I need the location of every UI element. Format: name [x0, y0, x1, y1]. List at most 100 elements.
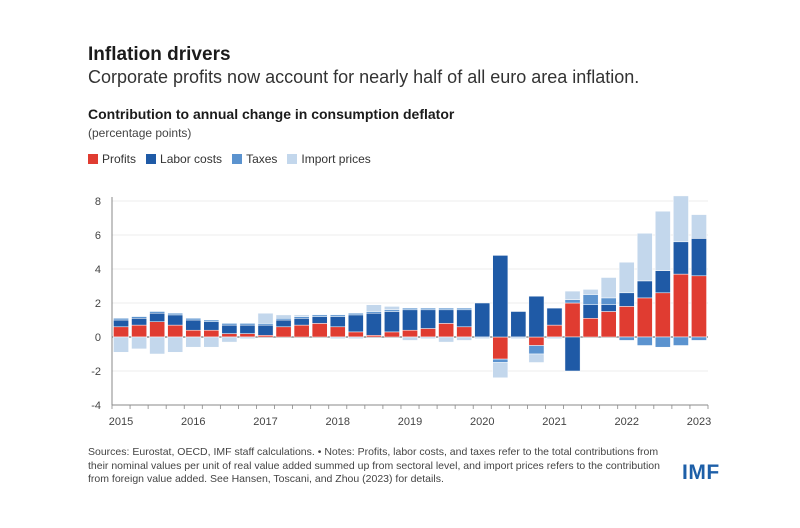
- bar-profits-2021Q2: [564, 302, 581, 338]
- bar-taxes-2015Q2: [131, 316, 147, 319]
- x-tick-label-2023: 2023: [687, 416, 711, 428]
- legend-swatch-profits: [88, 154, 98, 164]
- bar-taxes-2017Q3: [293, 316, 310, 319]
- bar-profits-2017Q3: [293, 324, 310, 338]
- bar-labor-2015Q2: [131, 318, 147, 326]
- bar-labor-2019Q3: [438, 309, 454, 324]
- bar-import-2017Q1: [257, 312, 274, 324]
- bar-labor-2022Q2: [636, 280, 653, 299]
- bar-labor-2016Q1: [185, 319, 202, 331]
- bar-taxes-2015Q1: [113, 318, 129, 321]
- bar-labor-2018Q3: [366, 312, 382, 336]
- bar-profits-2017Q4: [311, 323, 328, 338]
- bar-import-2019Q3: [438, 336, 454, 343]
- bar-labor-2021Q2: [564, 336, 581, 372]
- bar-import-2016Q4: [239, 336, 256, 339]
- bar-profits-2016Q4: [239, 333, 256, 338]
- bar-taxes-2018Q4: [384, 309, 400, 312]
- legend-item-import: Import prices: [287, 152, 371, 166]
- y-tick-label: -2: [91, 366, 101, 378]
- bar-profits-2016Q1: [185, 329, 202, 338]
- bar-profits-2022Q4: [673, 273, 689, 338]
- bar-labor-2019Q4: [456, 309, 473, 328]
- bar-profits-2015Q3: [149, 321, 165, 338]
- bar-profits-2016Q2: [203, 329, 220, 338]
- chart-subtitle: Corporate profits now account for nearly…: [88, 67, 640, 87]
- bar-labor-2016Q4: [239, 324, 256, 334]
- legend-swatch-labor: [146, 154, 157, 164]
- x-tick-label-2022: 2022: [614, 416, 638, 428]
- bar-import-2022Q1: [618, 261, 635, 294]
- bar-taxes-2016Q3: [221, 323, 238, 326]
- bar-profits-2019Q4: [456, 326, 473, 338]
- bar-profits-2020Q2: [492, 336, 509, 360]
- bar-profits-2018Q2: [347, 331, 364, 338]
- bar-profits-2019Q2: [420, 328, 436, 338]
- x-tick-label-2017: 2017: [253, 416, 277, 428]
- chart-heading: Contribution to annual change in consump…: [88, 106, 455, 122]
- bar-import-2016Q2: [203, 336, 220, 348]
- bar-labor-2015Q1: [113, 319, 129, 328]
- bar-import-2021Q4: [600, 277, 617, 299]
- x-tick-label-2018: 2018: [326, 416, 350, 428]
- bar-taxes-2016Q2: [203, 319, 220, 322]
- bar-profits-2019Q1: [402, 329, 418, 338]
- bar-labor-2018Q4: [384, 311, 400, 333]
- bar-taxes-2019Q4: [456, 307, 473, 311]
- bar-taxes-2016Q4: [239, 323, 256, 326]
- legend-label-taxes: Taxes: [246, 152, 278, 166]
- bar-taxes-2015Q3: [149, 311, 165, 314]
- bar-profits-2021Q1: [546, 324, 563, 338]
- bar-import-2021Q1: [546, 336, 563, 339]
- unit-label: (percentage points): [88, 126, 192, 140]
- bar-labor-2019Q2: [420, 309, 436, 329]
- bar-profits-2018Q4: [384, 331, 400, 338]
- bar-import-2020Q4: [528, 353, 545, 363]
- bar-taxes-2022Q3: [655, 336, 671, 348]
- bar-profits-2021Q3: [582, 318, 599, 338]
- bar-labor-2017Q1: [257, 324, 274, 336]
- bar-taxes-2019Q3: [438, 307, 454, 311]
- bar-profits-2019Q3: [438, 323, 454, 338]
- bar-profits-2022Q3: [655, 292, 671, 338]
- bar-import-2015Q3: [149, 336, 165, 355]
- x-tick-label-2021: 2021: [542, 416, 566, 428]
- bar-import-2019Q1: [402, 336, 418, 341]
- x-tick-label-2016: 2016: [181, 416, 205, 428]
- bar-taxes-2019Q1: [402, 307, 418, 311]
- bar-import-2020Q2: [492, 362, 509, 379]
- y-tick-label: -4: [91, 400, 101, 412]
- bar-taxes-2022Q1: [618, 336, 635, 341]
- x-tick-label-2020: 2020: [470, 416, 494, 428]
- legend-label-labor: Labor costs: [160, 152, 223, 166]
- bar-labor-2021Q3: [582, 304, 599, 319]
- legend-label-import: Import prices: [301, 152, 371, 166]
- bar-import-2015Q2: [131, 336, 147, 350]
- bar-taxes-2017Q2: [275, 318, 292, 321]
- bar-taxes-2021Q2: [564, 299, 581, 304]
- bar-import-2018Q4: [384, 306, 400, 311]
- bar-import-2018Q2: [347, 336, 364, 339]
- bar-profits-2015Q1: [113, 326, 129, 338]
- bar-import-2022Q3: [655, 210, 671, 271]
- legend-item-labor: Labor costs: [146, 152, 222, 166]
- bar-labor-2021Q1: [546, 307, 563, 326]
- bar-import-2020Q3: [510, 336, 527, 339]
- bar-import-2018Q3: [366, 304, 382, 312]
- chart-title-main: Inflation drivers: [88, 44, 231, 65]
- bar-import-2017Q2: [275, 314, 292, 319]
- bar-labor-2016Q3: [221, 324, 238, 334]
- legend-swatch-import: [287, 154, 298, 164]
- bar-taxes-2021Q4: [600, 297, 617, 305]
- bar-import-2017Q3: [293, 314, 310, 317]
- bar-profits-2017Q1: [257, 335, 274, 338]
- bar-labor-2016Q2: [203, 321, 220, 331]
- bar-labor-2015Q4: [167, 314, 184, 326]
- bar-profits-2015Q4: [167, 324, 184, 338]
- bar-profits-2015Q2: [131, 324, 147, 338]
- x-tick-label-2019: 2019: [398, 416, 422, 428]
- bar-labor-2018Q1: [329, 316, 346, 328]
- bar-labor-2017Q2: [275, 319, 292, 328]
- legend-label-profits: Profits: [102, 152, 137, 166]
- y-tick-label: 4: [95, 264, 101, 276]
